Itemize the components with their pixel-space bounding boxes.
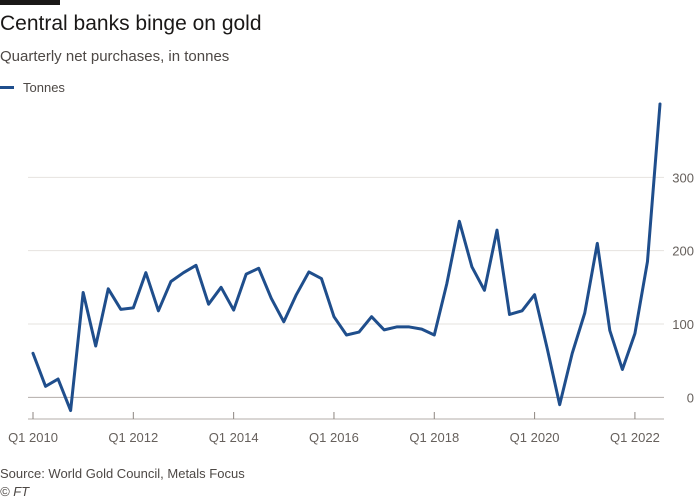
data-point-24 (332, 315, 335, 318)
data-point-12 (182, 271, 185, 274)
data-point-21 (295, 293, 298, 296)
data-point-4 (82, 291, 85, 294)
chart-subtitle: Quarterly net purchases, in tonnes (0, 48, 230, 65)
data-point-9 (144, 271, 147, 274)
data-point-16 (232, 309, 235, 312)
x-tick-label-1: Q1 2012 (108, 430, 158, 445)
data-point-40 (533, 293, 536, 296)
credit: © FT (0, 484, 30, 499)
data-point-39 (521, 309, 524, 312)
y-tick-label-0: 0 (687, 390, 694, 405)
data-point-28 (383, 328, 386, 331)
data-point-37 (495, 229, 498, 232)
data-point-5 (94, 345, 97, 348)
x-tick-label-0: Q1 2010 (8, 430, 58, 445)
data-point-41 (546, 347, 549, 350)
data-point-8 (132, 306, 135, 309)
data-point-48 (633, 332, 636, 335)
data-point-38 (508, 313, 511, 316)
legend-swatch (0, 86, 14, 89)
data-point-2 (57, 378, 60, 381)
data-point-3 (69, 409, 72, 412)
data-point-45 (596, 242, 599, 245)
data-point-6 (107, 287, 110, 290)
data-point-17 (245, 273, 248, 276)
data-point-18 (257, 267, 260, 270)
data-point-7 (119, 308, 122, 311)
x-tick-label-5: Q1 2020 (510, 430, 560, 445)
data-point-14 (207, 303, 210, 306)
legend: Tonnes (0, 80, 65, 95)
data-point-34 (458, 220, 461, 223)
data-point-25 (345, 334, 348, 337)
data-point-50 (659, 103, 662, 106)
data-point-15 (220, 286, 223, 289)
chart-title: Central banks binge on gold (0, 12, 262, 35)
data-point-19 (270, 297, 273, 300)
x-tick-label-3: Q1 2016 (309, 430, 359, 445)
y-tick-label-300: 300 (672, 170, 694, 185)
data-point-26 (358, 331, 361, 334)
x-tick-label-4: Q1 2018 (409, 430, 459, 445)
data-point-49 (646, 260, 649, 263)
x-tick-label-2: Q1 2014 (209, 430, 259, 445)
data-point-11 (169, 280, 172, 283)
legend-label: Tonnes (23, 80, 65, 95)
data-point-30 (408, 325, 411, 328)
source-note: Source: World Gold Council, Metals Focus (0, 466, 245, 481)
data-point-47 (621, 368, 624, 371)
data-point-42 (558, 403, 561, 406)
data-point-20 (282, 320, 285, 323)
data-point-35 (470, 265, 473, 268)
data-point-1 (44, 385, 47, 388)
y-tick-label-200: 200 (672, 244, 694, 259)
data-point-22 (307, 270, 310, 273)
data-point-10 (157, 309, 160, 312)
data-point-33 (445, 282, 448, 285)
data-point-43 (571, 352, 574, 355)
data-point-46 (608, 329, 611, 332)
data-point-27 (370, 315, 373, 318)
series-line-tonnes (31, 102, 662, 413)
data-point-13 (195, 264, 198, 267)
x-tick-label-6: Q1 2022 (610, 430, 660, 445)
data-point-44 (583, 312, 586, 315)
data-point-31 (420, 328, 423, 331)
data-point-36 (483, 289, 486, 292)
data-point-29 (395, 325, 398, 328)
brand-bar (0, 0, 60, 5)
data-point-32 (433, 334, 436, 337)
data-point-23 (320, 277, 323, 280)
data-point-0 (32, 352, 35, 355)
y-tick-label-100: 100 (672, 317, 694, 332)
